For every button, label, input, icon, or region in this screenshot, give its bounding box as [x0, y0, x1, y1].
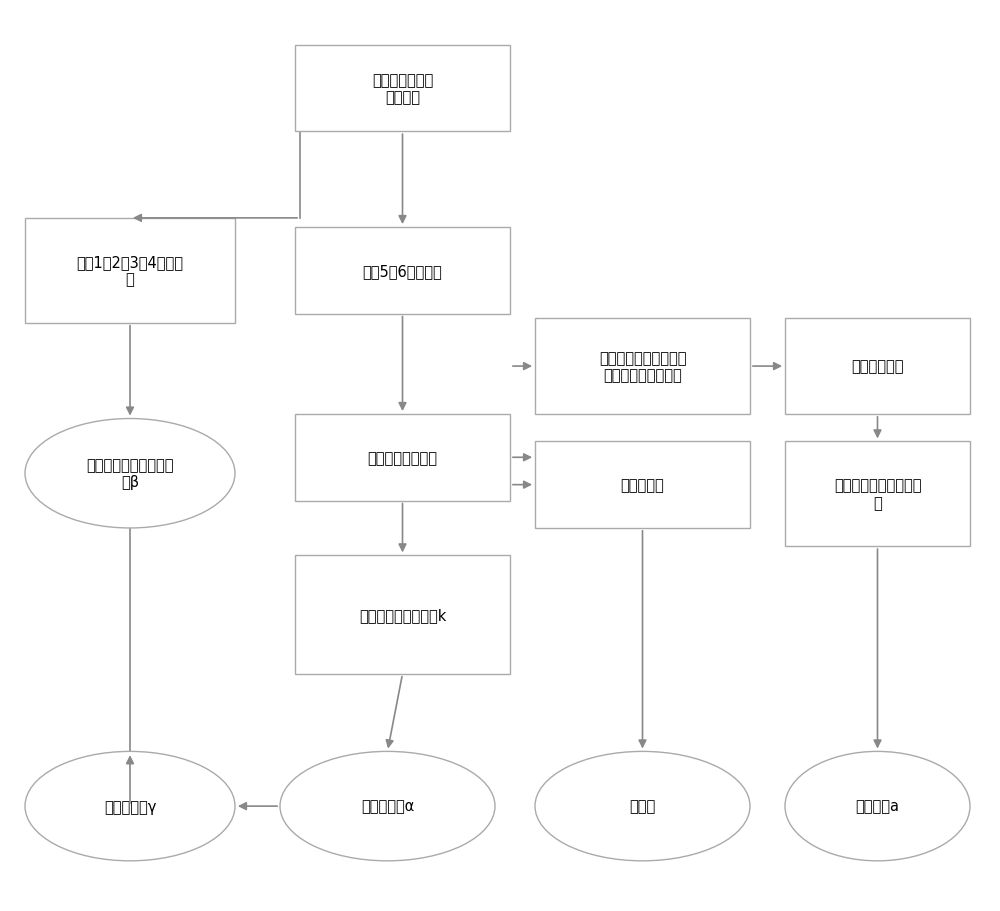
Text: 最小二乘法分别拟合锥
面和两接壤面成直线: 最小二乘法分别拟合锥 面和两接壤面成直线	[599, 351, 686, 383]
FancyBboxPatch shape	[295, 228, 510, 314]
FancyBboxPatch shape	[295, 415, 510, 501]
Text: 锥面宽度a: 锥面宽度a	[856, 799, 900, 814]
Text: 测头5、6反馈数据: 测头5、6反馈数据	[363, 263, 442, 279]
FancyBboxPatch shape	[535, 319, 750, 415]
FancyBboxPatch shape	[295, 556, 510, 674]
FancyBboxPatch shape	[295, 46, 510, 132]
Text: 测头1、2、3、4反馈数
据: 测头1、2、3、4反馈数 据	[76, 255, 184, 287]
Text: 未考虑轴线偏转的倾斜
角β: 未考虑轴线偏转的倾斜 角β	[86, 457, 174, 490]
Text: 直线度: 直线度	[629, 799, 656, 814]
Text: 直线度计算: 直线度计算	[621, 477, 664, 493]
FancyBboxPatch shape	[785, 319, 970, 415]
FancyBboxPatch shape	[785, 442, 970, 547]
FancyBboxPatch shape	[535, 442, 750, 528]
FancyBboxPatch shape	[25, 219, 235, 323]
Text: 角度规位置调整
启动装置: 角度规位置调整 启动装置	[372, 73, 433, 105]
Text: 绘制锥面坐标曲线: 绘制锥面坐标曲线	[367, 450, 437, 466]
Text: 得到锥面和两接壤面交
点: 得到锥面和两接壤面交 点	[834, 478, 921, 510]
Ellipse shape	[535, 752, 750, 861]
Text: 锥面倾斜角γ: 锥面倾斜角γ	[104, 799, 156, 814]
Ellipse shape	[785, 752, 970, 861]
Text: 轴线偏转角α: 轴线偏转角α	[361, 799, 414, 814]
Ellipse shape	[25, 419, 235, 528]
Text: 系统误差修正: 系统误差修正	[851, 359, 904, 374]
Ellipse shape	[25, 752, 235, 861]
Ellipse shape	[280, 752, 495, 861]
Text: 最小二乘法计算斜率k: 最小二乘法计算斜率k	[359, 608, 446, 622]
